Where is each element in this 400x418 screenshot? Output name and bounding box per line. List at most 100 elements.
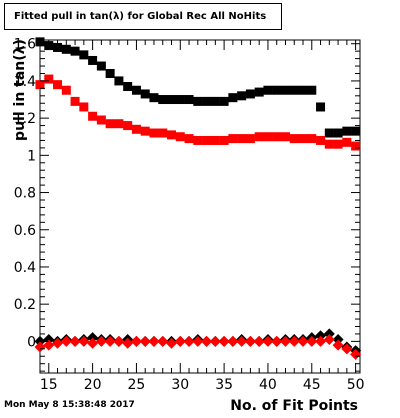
y-tick-label: 0 <box>27 334 36 350</box>
y-tick-label: 0.2 <box>14 297 36 313</box>
data-point-series-4 <box>201 335 213 347</box>
y-tick-label: 1.4 <box>14 74 36 90</box>
y-tick-label: 0.4 <box>14 260 36 276</box>
data-point-series-4 <box>95 335 107 347</box>
data-point-series-1 <box>333 128 343 138</box>
data-point-series-4 <box>279 335 291 347</box>
data-point-series-4 <box>60 335 72 347</box>
data-point-series-4 <box>323 334 335 346</box>
data-point-series-2 <box>175 132 185 142</box>
data-point-series-2 <box>53 80 63 90</box>
data-point-series-2 <box>79 102 89 112</box>
data-point-series-2 <box>280 132 290 142</box>
data-point-series-2 <box>237 134 247 144</box>
data-point-series-2 <box>210 135 220 145</box>
data-point-series-4 <box>192 335 204 347</box>
marks-layer <box>34 37 362 360</box>
data-point-series-1 <box>342 126 352 136</box>
data-point-series-1 <box>61 44 71 54</box>
data-point-series-1 <box>88 55 98 65</box>
data-point-series-1 <box>289 85 299 95</box>
data-point-series-2 <box>123 121 133 131</box>
data-point-series-4 <box>341 343 353 355</box>
data-point-series-2 <box>105 119 115 129</box>
data-point-series-2 <box>70 96 80 106</box>
data-point-series-4 <box>209 335 221 347</box>
x-tick-label: 30 <box>171 377 189 393</box>
data-point-series-2 <box>254 132 264 142</box>
data-point-series-1 <box>219 96 229 106</box>
data-point-series-3 <box>43 334 55 346</box>
data-point-series-2 <box>289 134 299 144</box>
data-point-series-2 <box>88 111 98 121</box>
data-point-series-2 <box>316 135 326 145</box>
data-point-series-1 <box>105 68 115 78</box>
data-point-series-1 <box>324 128 334 138</box>
data-point-series-2 <box>193 135 203 145</box>
x-tick-label: 35 <box>215 377 233 393</box>
data-point-series-1 <box>316 102 326 112</box>
data-point-series-2 <box>351 141 361 151</box>
x-tick-label: 15 <box>40 377 58 393</box>
data-point-series-4 <box>227 335 239 347</box>
data-point-series-1 <box>237 91 247 101</box>
data-point-series-1 <box>158 95 168 105</box>
data-point-series-4 <box>78 335 90 347</box>
data-point-series-4 <box>130 335 142 347</box>
data-point-series-1 <box>140 89 150 99</box>
data-point-series-4 <box>306 335 318 347</box>
data-point-series-2 <box>202 135 212 145</box>
data-point-series-2 <box>96 115 106 125</box>
data-point-series-1 <box>245 89 255 99</box>
data-point-series-4 <box>253 335 265 347</box>
data-point-series-4 <box>69 335 81 347</box>
data-point-series-4 <box>122 337 134 349</box>
data-point-series-2 <box>263 132 273 142</box>
data-point-series-1 <box>131 85 141 95</box>
data-point-series-1 <box>193 96 203 106</box>
x-tick-label: 20 <box>84 377 102 393</box>
data-point-series-1 <box>96 61 106 71</box>
data-point-series-1 <box>210 96 220 106</box>
data-point-series-4 <box>43 339 55 351</box>
data-point-series-2 <box>131 124 141 134</box>
data-point-series-4 <box>288 335 300 347</box>
data-point-series-1 <box>123 82 133 92</box>
data-point-series-1 <box>167 95 177 105</box>
data-point-series-4 <box>148 335 160 347</box>
data-point-series-2 <box>167 130 177 140</box>
x-tick-label: 45 <box>303 377 321 393</box>
data-point-series-1 <box>53 42 63 52</box>
data-point-series-4 <box>262 335 274 347</box>
data-point-series-4 <box>315 335 327 347</box>
data-point-series-1 <box>228 93 238 103</box>
data-point-series-1 <box>254 87 264 97</box>
data-point-series-4 <box>139 335 151 347</box>
y-axis-title: pull in tan(λ) <box>12 39 28 141</box>
data-point-series-1 <box>272 85 282 95</box>
x-tick-label: 25 <box>128 377 146 393</box>
data-point-series-2 <box>272 132 282 142</box>
data-point-series-2 <box>61 85 71 95</box>
data-point-series-4 <box>174 335 186 347</box>
data-point-series-4 <box>297 335 309 347</box>
data-point-series-2 <box>219 135 229 145</box>
y-axis: 0 0.2 0.4 0.6 0.8 1 1.2 1.4 1.6 <box>14 37 360 372</box>
x-axis-title: No. of Fit Points <box>230 398 358 414</box>
data-point-series-1 <box>114 76 124 86</box>
data-point-series-4 <box>104 335 116 347</box>
data-point-series-3 <box>332 334 344 346</box>
data-point-series-1 <box>149 93 159 103</box>
data-point-series-4 <box>52 337 64 349</box>
data-point-series-1 <box>263 85 273 95</box>
data-point-series-2 <box>184 134 194 144</box>
data-point-series-4 <box>113 335 125 347</box>
data-point-series-4 <box>183 335 195 347</box>
data-point-series-3 <box>323 328 335 340</box>
plot-frame <box>39 39 361 374</box>
x-axis: 15 20 25 30 35 40 45 50 <box>39 40 365 393</box>
data-point-series-2 <box>149 128 159 138</box>
data-point-series-3 <box>87 332 99 344</box>
